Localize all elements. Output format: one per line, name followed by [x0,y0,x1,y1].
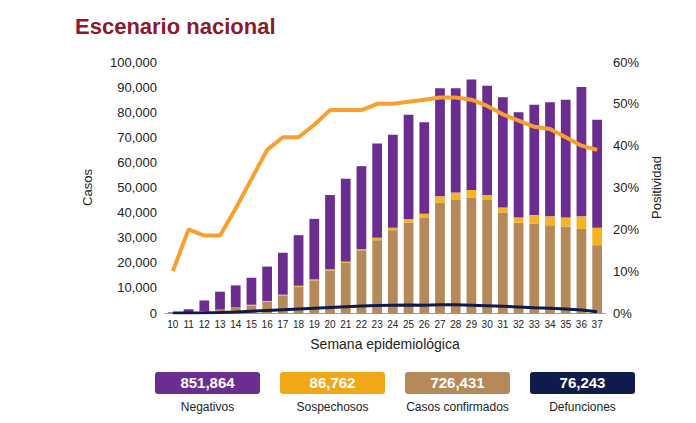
svg-text:Casos: Casos [80,169,95,206]
svg-text:Positividad: Positividad [649,156,664,219]
svg-text:36: 36 [576,319,588,330]
svg-text:50,000: 50,000 [117,180,157,195]
svg-text:16: 16 [262,319,274,330]
svg-text:90,000: 90,000 [117,80,157,95]
svg-text:20: 20 [324,319,336,330]
svg-text:35: 35 [560,319,572,330]
svg-text:22: 22 [356,319,368,330]
svg-text:40%: 40% [613,138,639,153]
svg-text:60,000: 60,000 [117,155,157,170]
html-text:Defunciones: Defunciones [549,400,616,414]
html-text:726,431: 726,431 [430,374,485,391]
svg-text:60%: 60% [613,55,639,70]
svg-text:0%: 0% [613,306,632,321]
svg-text:0: 0 [150,306,157,321]
svg-text:20,000: 20,000 [117,255,157,270]
svg-text:Semana epidemiológica: Semana epidemiológica [310,336,460,352]
svg-text:10: 10 [167,319,179,330]
svg-text:24: 24 [387,319,399,330]
svg-text:Escenario nacional: Escenario nacional [75,14,276,39]
svg-text:21: 21 [340,319,352,330]
svg-text:15: 15 [246,319,258,330]
svg-text:17: 17 [277,319,289,330]
svg-text:11: 11 [183,319,194,330]
svg-text:50%: 50% [613,96,639,111]
svg-text:31: 31 [497,319,509,330]
html-text:851,864: 851,864 [180,374,235,391]
svg-text:32: 32 [513,319,525,330]
svg-text:33: 33 [529,319,541,330]
svg-text:10,000: 10,000 [117,280,157,295]
svg-text:25: 25 [403,319,415,330]
svg-text:14: 14 [230,319,242,330]
html-text:Negativos: Negativos [180,400,235,414]
svg-text:10%: 10% [613,264,639,279]
svg-text:30: 30 [482,319,494,330]
svg-text:20%: 20% [613,222,639,237]
svg-text:23: 23 [372,319,384,330]
svg-text:34: 34 [544,319,556,330]
html-text:Casos confirmados: Casos confirmados [406,400,509,414]
svg-text:26: 26 [419,319,431,330]
svg-text:12: 12 [199,319,211,330]
html-text:Sospechosos: Sospechosos [296,400,369,414]
svg-text:28: 28 [450,319,462,330]
svg-text:40,000: 40,000 [117,205,157,220]
svg-text:27: 27 [434,319,446,330]
svg-text:29: 29 [466,319,478,330]
svg-text:30,000: 30,000 [117,230,157,245]
svg-text:70,000: 70,000 [117,130,157,145]
svg-text:37: 37 [592,319,604,330]
html-text:76,243: 76,243 [559,374,606,391]
svg-text:100,000: 100,000 [110,55,157,70]
html-text:86,762: 86,762 [309,374,356,391]
svg-text:30%: 30% [613,180,639,195]
svg-text:19: 19 [309,319,321,330]
svg-text:18: 18 [293,319,305,330]
svg-text:13: 13 [214,319,226,330]
svg-text:80,000: 80,000 [117,105,157,120]
